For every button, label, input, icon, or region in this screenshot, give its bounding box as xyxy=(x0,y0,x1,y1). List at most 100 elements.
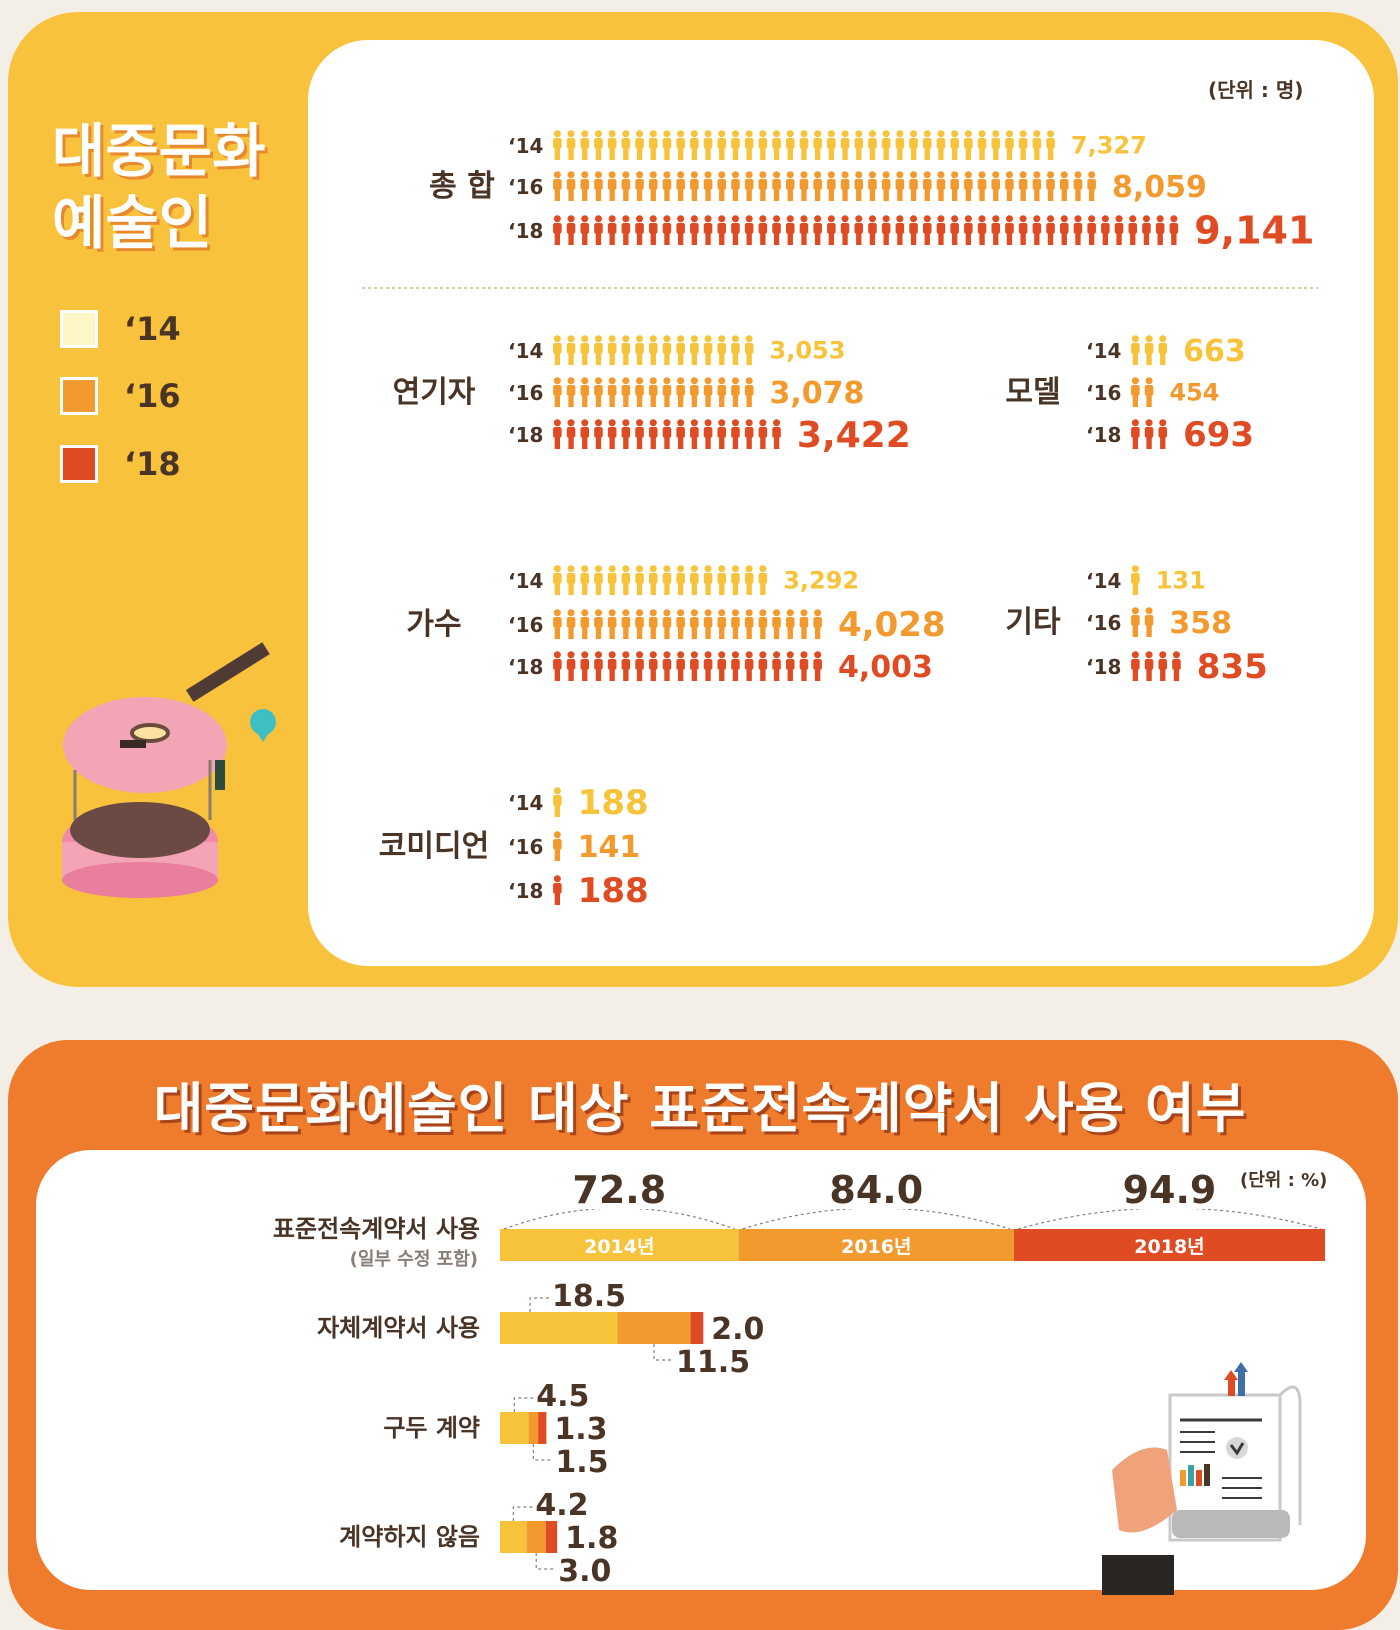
person-icon xyxy=(553,875,562,905)
data-label: 693 xyxy=(1183,415,1254,455)
person-icon xyxy=(772,651,781,681)
person-icon xyxy=(553,609,562,639)
person-icon xyxy=(635,651,644,681)
legend-item-14: ‘14 xyxy=(60,310,181,348)
person-icon xyxy=(703,419,713,449)
person-icon xyxy=(1131,335,1140,365)
person-icon xyxy=(607,335,617,365)
value-leader xyxy=(513,1397,535,1412)
person-icon xyxy=(991,130,1001,160)
bar-segment xyxy=(528,1412,539,1444)
person-icon xyxy=(895,130,905,160)
group-label: 연기자 xyxy=(393,375,476,410)
person-icon xyxy=(553,171,562,201)
data-label: 2.0 xyxy=(711,1312,764,1347)
data-label: 188 xyxy=(578,783,649,823)
person-icon xyxy=(607,609,617,639)
series-label: 2018년 xyxy=(1134,1236,1204,1258)
person-icon xyxy=(1018,215,1028,245)
year-label: ‘16 xyxy=(1086,611,1121,635)
person-icon xyxy=(607,565,617,595)
bar-segment xyxy=(1013,1229,1325,1261)
year-label: ‘18 xyxy=(508,655,543,679)
person-icon xyxy=(690,419,699,449)
person-icon xyxy=(662,171,672,201)
value-backdrop xyxy=(1123,1169,1216,1209)
person-icon xyxy=(772,609,781,639)
person-icon xyxy=(1158,419,1168,449)
person-icon xyxy=(580,335,590,365)
bar-segment xyxy=(538,1412,547,1444)
person-icon xyxy=(799,215,809,245)
data-label: 1.3 xyxy=(554,1412,607,1447)
person-icon xyxy=(785,651,795,681)
person-icon xyxy=(648,651,658,681)
person-icon xyxy=(744,609,754,639)
person-icon xyxy=(731,565,740,595)
person-icon xyxy=(594,215,603,245)
person-icon xyxy=(731,609,740,639)
person-icon xyxy=(621,565,631,595)
series-label: 2016년 xyxy=(841,1236,911,1258)
person-icon xyxy=(1018,171,1028,201)
person-icon xyxy=(744,651,754,681)
person-icon xyxy=(909,171,918,201)
data-label: 454 xyxy=(1169,379,1219,407)
person-icon xyxy=(785,609,795,639)
person-icon xyxy=(635,609,644,639)
person-icon xyxy=(744,377,754,407)
person-icon xyxy=(1032,171,1042,201)
person-icon xyxy=(580,215,590,245)
person-icon xyxy=(827,130,836,160)
person-icon xyxy=(676,377,685,407)
person-icon xyxy=(1005,215,1014,245)
data-label: 358 xyxy=(1169,606,1232,641)
group-label: 가수 xyxy=(406,607,461,642)
legend-label-14: ‘14 xyxy=(124,310,181,348)
person-icon xyxy=(621,335,631,365)
data-label: 663 xyxy=(1183,334,1246,369)
person-icon xyxy=(690,215,699,245)
person-icon xyxy=(1144,651,1154,681)
person-icon xyxy=(621,651,631,681)
person-icon xyxy=(991,171,1001,201)
person-icon xyxy=(1169,215,1179,245)
person-icon xyxy=(607,215,617,245)
year-label: ‘14 xyxy=(508,569,543,593)
person-icon xyxy=(744,419,754,449)
bar-segment xyxy=(738,1229,1014,1261)
person-icon xyxy=(607,171,617,201)
person-icon xyxy=(566,377,576,407)
person-icon xyxy=(1158,335,1168,365)
person-icon xyxy=(868,215,877,245)
person-icon xyxy=(703,565,713,595)
person-icon xyxy=(854,215,864,245)
person-icon xyxy=(1059,215,1069,245)
person-icon xyxy=(717,565,727,595)
person-icon xyxy=(813,609,822,639)
person-icon xyxy=(813,171,822,201)
person-icon xyxy=(648,377,658,407)
person-icon xyxy=(827,171,836,201)
year-label: ‘18 xyxy=(1086,423,1121,447)
person-icon xyxy=(758,171,768,201)
person-icon xyxy=(854,171,864,201)
person-icon xyxy=(799,171,809,201)
person-icon xyxy=(1131,377,1140,407)
person-icon xyxy=(1144,335,1154,365)
person-icon xyxy=(553,565,562,595)
person-icon xyxy=(868,130,877,160)
person-icon xyxy=(717,130,727,160)
person-icon xyxy=(758,651,768,681)
person-icon xyxy=(895,215,905,245)
year-label: ‘14 xyxy=(508,791,543,815)
person-icon xyxy=(1144,419,1154,449)
person-icon xyxy=(785,215,795,245)
person-icon xyxy=(1155,215,1165,245)
person-icon xyxy=(731,215,740,245)
person-icon xyxy=(676,419,685,449)
person-icon xyxy=(676,609,685,639)
person-icon xyxy=(936,171,946,201)
person-icon xyxy=(1144,607,1154,637)
